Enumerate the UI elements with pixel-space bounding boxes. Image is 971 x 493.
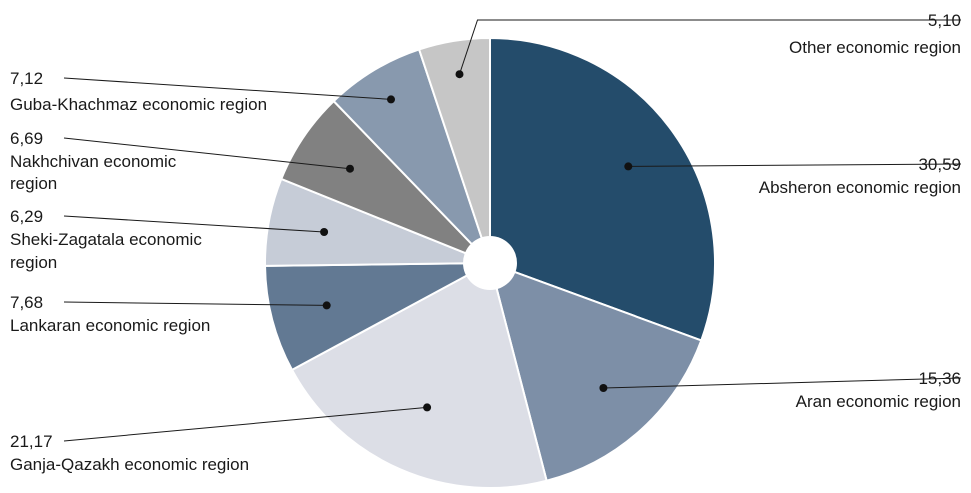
slice-label: Lankaran economic region bbox=[10, 316, 210, 335]
data-label-value: 21,17 bbox=[10, 432, 53, 451]
slice-label: Ganja-Qazakh economic region bbox=[10, 455, 249, 474]
donut-hole bbox=[463, 236, 517, 290]
pie-slice-ganja-qazakh-economic-region bbox=[290, 261, 548, 489]
pie-slice-guba-khachmaz-economic-region bbox=[332, 48, 491, 264]
data-label-value: 30,59 bbox=[918, 155, 961, 174]
callout-line bbox=[459, 19, 961, 75]
callout-dot bbox=[599, 384, 608, 392]
callout-line bbox=[63, 301, 327, 306]
pie-slice-other-economic-region bbox=[417, 36, 491, 264]
slice-label: Guba-Khachmaz economic region bbox=[10, 95, 267, 114]
slice-label: Aran economic region bbox=[796, 392, 961, 411]
callout-dot bbox=[322, 301, 331, 310]
data-label-value: 15,36 bbox=[918, 369, 961, 388]
pie-slice-aran-economic-region bbox=[488, 261, 703, 482]
callouts-layer: 30,59 Absheron economic region 15,36 Aran e… bbox=[10, 11, 962, 474]
pie-slice-lankaran-economic-region bbox=[264, 262, 491, 372]
callout-dot bbox=[387, 95, 395, 104]
slice-label: Other economic region bbox=[789, 38, 961, 57]
callout-dot bbox=[455, 70, 464, 79]
callout-line bbox=[63, 406, 428, 442]
callout-dot bbox=[624, 162, 633, 171]
slice-label: Nakhchivan economic region bbox=[10, 152, 177, 193]
slice-label: Absheron economic region bbox=[759, 178, 961, 197]
callout-dot bbox=[320, 228, 329, 236]
callout-dot bbox=[346, 164, 354, 173]
data-label-value: 5,10 bbox=[928, 11, 961, 30]
callout-line bbox=[63, 215, 325, 233]
slices-layer bbox=[264, 36, 716, 489]
callout-line bbox=[63, 137, 351, 170]
pie-slice-absheron-economic-region bbox=[489, 36, 716, 342]
data-label-value: 6,29 bbox=[10, 207, 43, 226]
data-label-value: 6,69 bbox=[10, 129, 43, 148]
callout-dot bbox=[423, 403, 432, 412]
slice-label: Sheki-Zagatala economic region bbox=[10, 230, 202, 272]
data-label-value: 7,68 bbox=[10, 293, 43, 312]
callout-line bbox=[628, 163, 962, 167]
callout-line bbox=[63, 77, 392, 100]
data-label-value: 7,12 bbox=[10, 69, 43, 88]
callout-line bbox=[603, 377, 962, 389]
